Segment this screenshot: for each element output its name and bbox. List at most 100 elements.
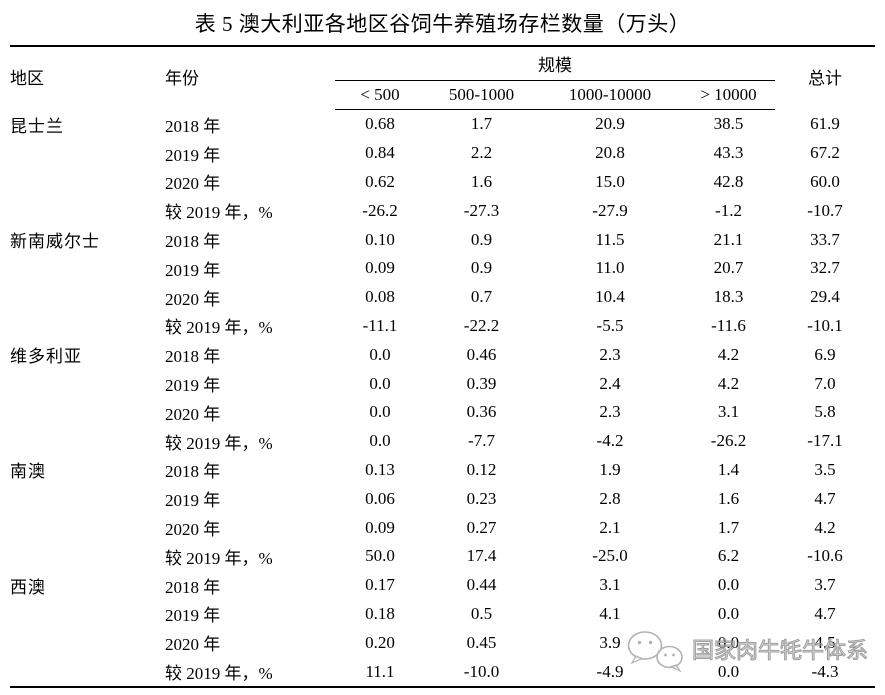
region-cell bbox=[10, 369, 165, 398]
value-cell: 0.0 bbox=[369, 344, 391, 364]
region-cell: 南澳 bbox=[10, 462, 46, 482]
value-cell: 3.9 bbox=[599, 632, 621, 652]
table-row: 2019 年 0.0 0.39 2.4 4.2 7.0 bbox=[10, 369, 875, 398]
value-cell: 0.36 bbox=[466, 402, 497, 422]
table-row: 较 2019 年，% -11.1 -22.2 -5.5 -11.6 -10.1 bbox=[10, 312, 875, 341]
value-cell: 0.0 bbox=[369, 431, 391, 451]
year-cell: 2019 年 bbox=[165, 491, 221, 511]
value-cell: 1.7 bbox=[470, 114, 493, 134]
value-cell: 20.9 bbox=[595, 114, 625, 134]
value-cell: 0.17 bbox=[365, 575, 395, 595]
year-cell: 2018 年 bbox=[165, 232, 221, 252]
value-cell: 32.7 bbox=[810, 258, 840, 278]
value-cell: 0.09 bbox=[365, 517, 395, 537]
table-row: 2019 年 0.09 0.9 11.0 20.7 32.7 bbox=[10, 254, 875, 283]
value-cell: 1.6 bbox=[717, 488, 740, 508]
value-cell: 0.45 bbox=[466, 632, 497, 652]
region-cell bbox=[10, 484, 165, 513]
value-cell: -4.9 bbox=[596, 661, 624, 681]
value-cell: 0.46 bbox=[466, 344, 497, 364]
value-cell: -10.7 bbox=[807, 200, 843, 220]
value-cell: 0.39 bbox=[466, 373, 497, 393]
value-cell: 0.0 bbox=[717, 661, 740, 681]
col-header-scale-range-1: 500-1000 bbox=[425, 80, 538, 110]
table-row: 2020 年 0.20 0.45 3.9 0.0 4.5 bbox=[10, 628, 875, 657]
value-cell: 20.7 bbox=[713, 258, 744, 278]
value-cell: 29.4 bbox=[810, 287, 840, 307]
value-cell: 7.0 bbox=[814, 373, 836, 393]
value-cell: 0.27 bbox=[466, 517, 497, 537]
value-cell: 43.3 bbox=[713, 143, 744, 163]
value-cell: 2.1 bbox=[599, 517, 621, 537]
scale-subheader-row: < 500 500-1000 1000-10000 > 10000 bbox=[10, 80, 875, 110]
year-cell: 2020 年 bbox=[165, 520, 221, 540]
table-row: 较 2019 年，% 50.0 17.4 -25.0 6.2 -10.6 bbox=[10, 542, 875, 571]
value-cell: 0.20 bbox=[365, 632, 395, 652]
value-cell: 2.3 bbox=[599, 402, 621, 422]
value-cell: 0.23 bbox=[466, 488, 497, 508]
value-cell: 0.5 bbox=[470, 603, 493, 623]
table-row: 2020 年 0.09 0.27 2.1 1.7 4.2 bbox=[10, 513, 875, 542]
value-cell: 10.4 bbox=[595, 287, 625, 307]
data-table: 地区 年份 规模 总计 < 500 500-1000 1000-10000 > 100… bbox=[10, 45, 875, 688]
region-cell bbox=[10, 628, 165, 657]
region-cell bbox=[10, 312, 165, 341]
col-header-scale-range-0: < 500 bbox=[335, 80, 425, 110]
value-cell: 0.9 bbox=[470, 229, 493, 249]
year-cell: 2020 年 bbox=[165, 174, 221, 194]
value-cell: -1.2 bbox=[715, 200, 742, 220]
value-cell: 0.7 bbox=[470, 287, 493, 307]
value-cell: -27.3 bbox=[463, 200, 500, 220]
value-cell: 0.68 bbox=[365, 114, 395, 134]
year-cell: 2019 年 bbox=[165, 145, 221, 165]
year-cell: 2018 年 bbox=[165, 462, 221, 482]
region-cell: 新南威尔士 bbox=[10, 232, 100, 252]
table-row: 2019 年 0.18 0.5 4.1 0.0 4.7 bbox=[10, 600, 875, 629]
value-cell: 38.5 bbox=[713, 114, 744, 134]
value-cell: 50.0 bbox=[365, 546, 395, 566]
year-cell: 2020 年 bbox=[165, 635, 221, 655]
value-cell: 17.4 bbox=[466, 546, 497, 566]
value-cell: 0.09 bbox=[365, 258, 395, 278]
value-cell: 1.7 bbox=[717, 517, 740, 537]
col-header-scale-range-2: 1000-10000 bbox=[538, 80, 682, 110]
region-cell bbox=[10, 283, 165, 312]
value-cell: 20.8 bbox=[595, 143, 625, 163]
value-cell: 4.1 bbox=[599, 603, 621, 623]
region-cell bbox=[10, 196, 165, 225]
value-cell: 2.3 bbox=[599, 344, 621, 364]
value-cell: 0.06 bbox=[365, 488, 395, 508]
year-cell: 较 2019 年，% bbox=[165, 433, 273, 453]
col-header-scale: 规模 bbox=[335, 46, 775, 81]
year-cell: 较 2019 年，% bbox=[165, 548, 273, 568]
value-cell: 6.2 bbox=[717, 546, 740, 566]
table-row: 2019 年 0.84 2.2 20.8 43.3 67.2 bbox=[10, 139, 875, 168]
region-cell: 维多利亚 bbox=[10, 347, 82, 367]
value-cell: -17.1 bbox=[807, 431, 843, 451]
value-cell: 3.1 bbox=[717, 402, 740, 422]
value-cell: 1.6 bbox=[470, 171, 493, 191]
region-cell: 昆士兰 bbox=[10, 116, 64, 136]
header-row-1: 地区 年份 规模 总计 bbox=[10, 46, 875, 88]
value-cell: -10.6 bbox=[807, 546, 843, 566]
region-cell: 西澳 bbox=[10, 577, 46, 597]
value-cell: 4.7 bbox=[814, 603, 836, 623]
value-cell: 0.0 bbox=[369, 373, 391, 393]
region-cell bbox=[10, 657, 165, 687]
table-row: 较 2019 年，% -26.2 -27.3 -27.9 -1.2 -10.7 bbox=[10, 196, 875, 225]
value-cell: 11.0 bbox=[595, 258, 625, 278]
value-cell: 18.3 bbox=[713, 287, 744, 307]
year-cell: 2019 年 bbox=[165, 260, 221, 280]
region-cell bbox=[10, 398, 165, 427]
year-cell: 较 2019 年，% bbox=[165, 318, 273, 338]
value-cell: -11.6 bbox=[711, 315, 746, 335]
table-row: 新南威尔士 2018 年 0.10 0.9 11.5 21.1 33.7 bbox=[10, 225, 875, 254]
table-row: 较 2019 年，% 0.0 -7.7 -4.2 -26.2 -17.1 bbox=[10, 427, 875, 456]
value-cell: 3.7 bbox=[814, 575, 836, 595]
year-cell: 2018 年 bbox=[165, 116, 221, 136]
value-cell: 0.12 bbox=[466, 459, 497, 479]
value-cell: 0.9 bbox=[470, 258, 493, 278]
value-cell: 11.5 bbox=[595, 229, 625, 249]
year-cell: 2020 年 bbox=[165, 289, 221, 309]
